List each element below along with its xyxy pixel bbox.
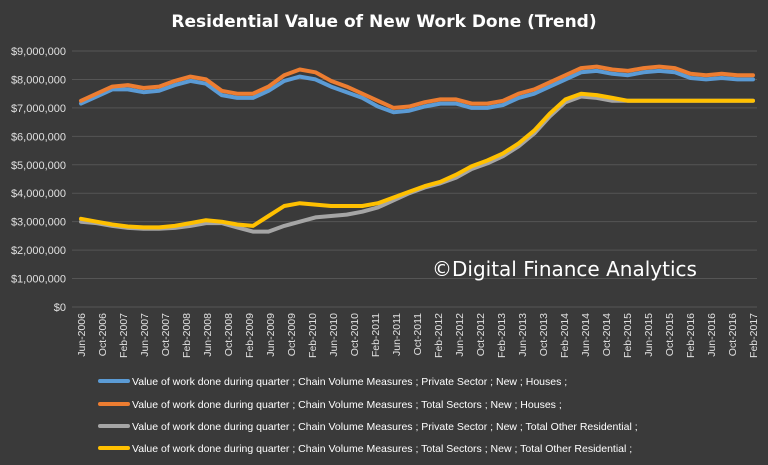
x-tick-label: Feb-2010 [307,313,319,358]
x-tick-label: Feb-2015 [622,313,634,358]
x-tick-label: Oct-2013 [538,313,550,356]
y-tick-label: $5,000,000 [11,160,66,172]
legend-entry-4: Value of work done during quarter ; Chai… [132,443,632,455]
series-line-1 [79,68,755,115]
y-tick-label: $0 [54,302,66,314]
x-tick-label: Oct-2008 [223,313,235,356]
legend: Value of work done during quarter ; Chai… [98,376,638,455]
x-axis-tick-labels: Jun-2006 Oct-2006 Feb-2007 Jun-2007 Oct-2007… [76,313,760,358]
chart-title: Residential Value of New Work Done (Tren… [171,12,596,32]
x-tick-label: Feb-2016 [685,313,697,358]
x-tick-label: Oct-2015 [664,313,676,356]
y-tick-label: $1,000,000 [11,274,66,286]
series-line-3 [79,94,755,234]
y-axis-tick-labels: $0 $1,000,000 $2,000,000 $3,000,000 $4,000,0… [11,46,66,314]
series-line-4 [79,91,755,230]
x-tick-label: Oct-2010 [349,313,361,356]
x-tick-label: Jun-2009 [265,313,277,357]
x-tick-label: Oct-2011 [412,313,424,356]
x-tick-label: Oct-2009 [286,313,298,356]
x-tick-label: Feb-2011 [370,313,382,357]
x-tick-label: Oct-2007 [160,313,172,356]
watermark-text: ©Digital Finance Analytics [432,257,697,281]
y-tick-label: $3,000,000 [11,217,66,229]
x-tick-label: Oct-2016 [727,313,739,356]
x-tick-label: Feb-2017 [748,313,760,358]
legend-entry-2: Value of work done during quarter ; Chai… [132,399,562,411]
x-tick-label: Feb-2007 [118,313,130,358]
x-tick-label: Feb-2014 [559,313,571,358]
series-line-2 [79,64,755,110]
legend-entry-3: Value of work done during quarter ; Chai… [132,421,638,433]
x-tick-label: Feb-2009 [244,313,256,358]
y-tick-label: $4,000,000 [11,188,66,200]
y-tick-label: $2,000,000 [11,245,66,257]
x-tick-label: Feb-2013 [496,313,508,358]
y-tick-label: $7,000,000 [11,103,66,115]
x-tick-label: Jun-2006 [76,313,88,357]
x-tick-label: Oct-2006 [97,313,109,356]
legend-entry-1: Value of work done during quarter ; Chai… [132,376,567,388]
x-tick-label: Jun-2010 [328,313,340,357]
y-tick-label: $9,000,000 [11,46,66,58]
series-lines [79,64,755,234]
x-tick-label: Jun-2008 [202,313,214,357]
y-tick-label: $6,000,000 [11,131,66,143]
x-tick-label: Feb-2012 [433,313,445,358]
x-tick-label: Jun-2012 [454,313,466,357]
x-tick-label: Oct-2012 [475,313,487,356]
x-tick-label: Jun-2013 [517,313,529,357]
x-tick-label: Oct-2014 [601,313,613,356]
x-tick-label: Jun-2015 [643,313,655,357]
x-tick-label: Jun-2011 [391,313,403,356]
x-tick-label: Jun-2014 [580,313,592,357]
x-tick-label: Feb-2008 [181,313,193,358]
x-tick-label: Jun-2007 [139,313,151,357]
y-tick-label: $8,000,000 [11,74,66,86]
x-tick-label: Jun-2016 [706,313,718,357]
